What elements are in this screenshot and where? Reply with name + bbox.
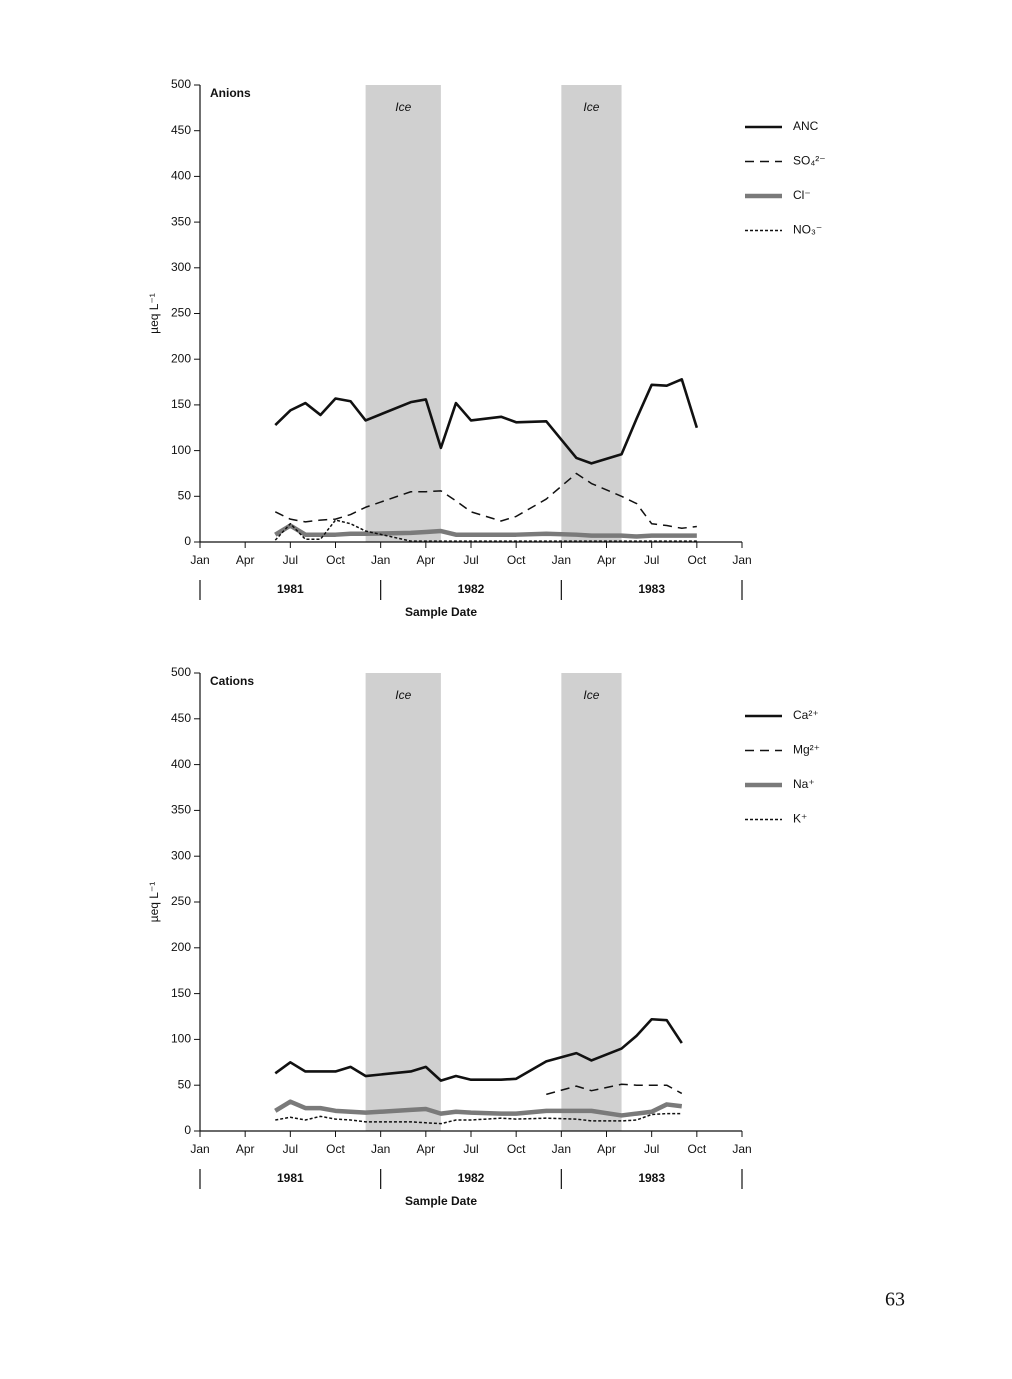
x-tick-label: Jul xyxy=(463,553,478,567)
chart: Ice Ice 0 50 100 150 200 250 300 350 400 450 500 Jan A… xyxy=(147,665,820,1208)
series-line xyxy=(274,1099,683,1118)
ice-band xyxy=(561,673,622,1131)
x-tick-label: Jan xyxy=(190,1142,209,1156)
y-tick-label: 200 xyxy=(171,351,191,365)
legend-label: K⁺ xyxy=(793,812,807,826)
x-tick-label: Oct xyxy=(687,553,706,567)
series-line xyxy=(546,1083,683,1096)
x-tick-label: Jul xyxy=(644,553,659,567)
ice-label: Ice xyxy=(395,100,411,114)
x-tick-label: Apr xyxy=(597,1142,616,1156)
x-tick-label: Jan xyxy=(552,553,571,567)
legend-label: Mg²⁺ xyxy=(793,743,820,757)
legend-label: ANC xyxy=(793,119,819,133)
x-tick-label: Jan xyxy=(552,1142,571,1156)
x-tick-label: Jul xyxy=(644,1142,659,1156)
series-line xyxy=(274,519,697,542)
chart-title: Anions xyxy=(210,86,251,100)
year-label: 1983 xyxy=(638,1171,665,1185)
series-line xyxy=(274,1017,683,1082)
y-tick-label: 0 xyxy=(184,1123,191,1137)
ice-label: Ice xyxy=(395,688,411,702)
legend-label: Cl⁻ xyxy=(793,188,811,202)
series-line xyxy=(274,378,699,465)
x-tick-label: Jul xyxy=(283,1142,298,1156)
series-line xyxy=(274,472,697,530)
series-line xyxy=(275,1112,682,1125)
y-tick-label: 100 xyxy=(171,1032,191,1046)
y-tick-label: 300 xyxy=(171,260,191,274)
x-axis-title: Sample Date xyxy=(405,605,477,619)
x-tick-label: Jul xyxy=(463,1142,478,1156)
legend-label: SO₄²⁻ xyxy=(793,154,826,168)
y-tick-label: 500 xyxy=(171,77,191,91)
ice-band xyxy=(365,673,441,1131)
x-tick-label: Oct xyxy=(507,553,526,567)
y-tick-label: 100 xyxy=(171,443,191,457)
x-tick-label: Apr xyxy=(236,1142,255,1156)
year-label: 1981 xyxy=(277,1171,304,1185)
year-label: 1982 xyxy=(458,1171,485,1185)
y-tick-label: 400 xyxy=(171,757,191,771)
year-label: 1981 xyxy=(277,582,304,596)
y-tick-label: 150 xyxy=(171,986,191,1000)
x-tick-label: Oct xyxy=(326,1142,345,1156)
y-axis-title: µeq L⁻¹ xyxy=(147,293,161,334)
x-tick-label: Jan xyxy=(732,553,751,567)
ice-label: Ice xyxy=(583,100,599,114)
y-tick-label: 50 xyxy=(178,488,192,502)
ice-band xyxy=(365,85,441,542)
chart-title: Cations xyxy=(210,674,254,688)
y-tick-label: 450 xyxy=(171,711,191,725)
x-tick-label: Oct xyxy=(507,1142,526,1156)
year-label: 1982 xyxy=(458,582,485,596)
y-tick-label: 250 xyxy=(171,894,191,908)
y-tick-label: 0 xyxy=(184,534,191,548)
y-tick-label: 350 xyxy=(171,803,191,817)
series-line xyxy=(274,523,697,539)
page-number: 63 xyxy=(885,1289,905,1311)
ice-label: Ice xyxy=(583,688,599,702)
chart: Ice Ice 0 50 100 150 200 250 300 350 400 450 500 Jan A… xyxy=(147,77,825,619)
year-label: 1983 xyxy=(638,582,665,596)
x-tick-label: Jan xyxy=(190,553,209,567)
x-tick-label: Oct xyxy=(326,553,345,567)
x-tick-label: Apr xyxy=(597,553,616,567)
x-tick-label: Jul xyxy=(283,553,298,567)
y-tick-label: 150 xyxy=(171,397,191,411)
y-tick-label: 50 xyxy=(178,1077,192,1091)
x-tick-label: Jan xyxy=(371,1142,390,1156)
y-tick-label: 200 xyxy=(171,940,191,954)
y-axis-title: µeq L⁻¹ xyxy=(147,882,161,923)
y-tick-label: 300 xyxy=(171,848,191,862)
x-tick-label: Oct xyxy=(687,1142,706,1156)
legend-label: NO₃⁻ xyxy=(793,223,822,237)
y-tick-label: 500 xyxy=(171,665,191,679)
legend-label: Ca²⁺ xyxy=(793,708,819,722)
y-tick-label: 450 xyxy=(171,123,191,137)
ice-band xyxy=(561,85,622,542)
x-tick-label: Jan xyxy=(371,553,390,567)
y-tick-label: 250 xyxy=(171,306,191,320)
x-axis-title: Sample Date xyxy=(405,1194,477,1208)
x-tick-label: Apr xyxy=(236,553,255,567)
x-tick-label: Jan xyxy=(732,1142,751,1156)
y-tick-label: 400 xyxy=(171,169,191,183)
y-tick-label: 350 xyxy=(171,214,191,228)
x-tick-label: Apr xyxy=(416,1142,435,1156)
x-tick-label: Apr xyxy=(416,553,435,567)
legend-label: Na⁺ xyxy=(793,777,815,791)
